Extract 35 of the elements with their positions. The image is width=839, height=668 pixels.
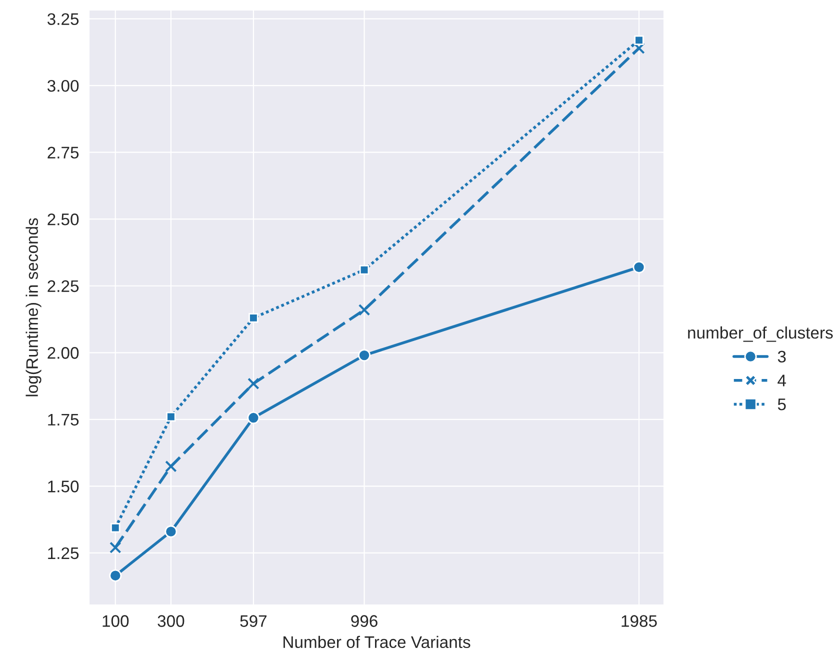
- point: [109, 569, 122, 582]
- y-tick-label: 2.75: [48, 146, 79, 159]
- point: [248, 313, 258, 323]
- legend-label: 4: [778, 374, 786, 386]
- point: [166, 412, 176, 422]
- point: [632, 260, 646, 274]
- y-tick-label: 1.25: [48, 547, 79, 560]
- y-tick-label: 1.75: [48, 414, 79, 426]
- legend-label: 3: [778, 350, 786, 363]
- point: [165, 460, 177, 472]
- y-axis-title: log(Runtime) in seconds: [26, 218, 42, 396]
- x-tick-label: 597: [240, 615, 267, 627]
- y-tick-label: 2.50: [48, 214, 79, 226]
- x-tick-label: 300: [158, 615, 184, 627]
- point: [164, 525, 178, 538]
- y-tick-label: 3.25: [47, 13, 79, 26]
- point: [248, 378, 260, 390]
- x-tick-label: 100: [102, 615, 129, 627]
- x-tick-label: 996: [351, 615, 378, 627]
- point: [358, 349, 371, 362]
- point: [247, 412, 260, 424]
- y-tick-label: 3.00: [47, 80, 79, 92]
- legend-title: number_of_clusters: [688, 326, 833, 342]
- x-axis-title: Number of Trace Variants: [284, 636, 470, 648]
- x-tick-label: 1985: [622, 615, 657, 627]
- y-tick-label: 2.25: [48, 280, 79, 292]
- legend-label: 5: [778, 398, 786, 410]
- point: [109, 542, 122, 554]
- point: [634, 35, 644, 46]
- y-tick-label: 2.00: [48, 347, 79, 359]
- point: [110, 522, 120, 533]
- point: [633, 42, 645, 54]
- y-tick-label: 1.50: [48, 480, 79, 492]
- point: [358, 304, 370, 316]
- point: [359, 264, 370, 275]
